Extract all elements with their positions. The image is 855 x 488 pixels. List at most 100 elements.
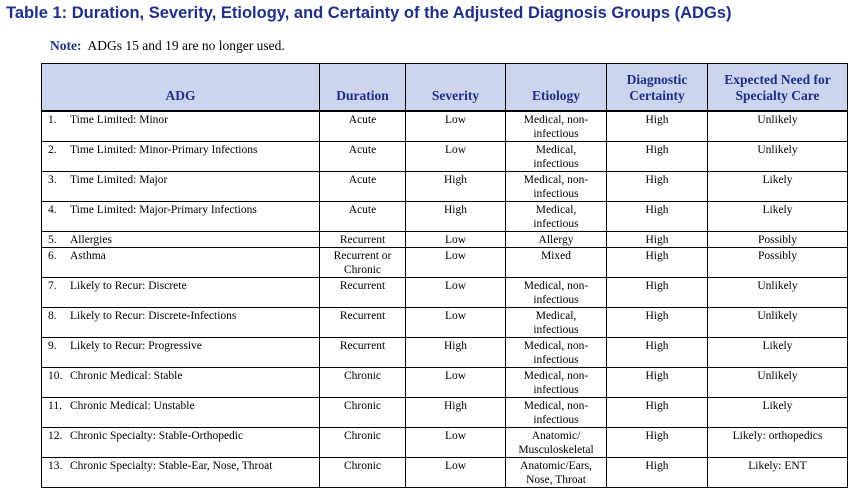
adg-name: Time Limited: Major xyxy=(70,173,168,186)
duration-value: Recurrent or xyxy=(333,249,392,262)
cell-specialty-need: Likely xyxy=(707,200,848,232)
cell-specialty-need: Likely xyxy=(707,170,848,202)
specialty-need-value: Unlikely xyxy=(757,143,798,156)
etiology-line2: infectious xyxy=(533,383,579,396)
cell-etiology: Medical, infectious xyxy=(505,306,607,338)
etiology-line1: Medical, xyxy=(535,203,577,216)
severity-value: Low xyxy=(444,279,467,292)
cell-specialty-need: Likely: orthopedics xyxy=(707,426,848,458)
severity-value: High xyxy=(444,173,467,186)
certainty-value: High xyxy=(645,429,669,442)
cell-severity: High xyxy=(405,336,506,368)
cell-severity: Low xyxy=(405,140,506,172)
etiology-line1: Medical, non- xyxy=(523,113,589,126)
cell-certainty: High xyxy=(606,336,708,368)
cell-certainty: High xyxy=(606,200,708,232)
cell-adg: 13. Chronic Specialty: Stable-Ear, Nose, … xyxy=(41,456,320,488)
cell-certainty: High xyxy=(606,170,708,202)
duration-value: Recurrent xyxy=(339,233,386,246)
etiology-line1: Medical, non- xyxy=(523,399,589,412)
adg-number: 12. xyxy=(48,429,63,442)
cell-certainty: High xyxy=(606,140,708,172)
cell-duration: Chronic xyxy=(319,396,406,428)
duration-value: Chronic xyxy=(343,399,382,412)
cell-duration: Chronic xyxy=(319,426,406,458)
cell-specialty-need: Unlikely xyxy=(707,306,848,338)
severity-value: Low xyxy=(444,113,467,126)
table-row: 1. Time Limited: Minor Acute Low Medical, no… xyxy=(41,110,848,142)
header-certainty-line2: Certainty xyxy=(629,87,685,103)
cell-specialty-need: Unlikely xyxy=(707,366,848,398)
specialty-need-value: Possibly xyxy=(758,249,797,262)
table-row: 12. Chronic Specialty: Stable-Orthopedic C… xyxy=(41,426,848,458)
cell-duration: Recurrent xyxy=(319,230,406,248)
etiology-line2: infectious xyxy=(533,217,579,230)
cell-adg: 4. Time Limited: Major-Primary Infections xyxy=(41,200,320,232)
cell-severity: Low xyxy=(405,276,506,308)
adg-name: Time Limited: Minor-Primary Infections xyxy=(70,143,258,156)
cell-specialty-need: Likely xyxy=(707,396,848,428)
cell-duration: Acute xyxy=(319,170,406,202)
duration-value: Recurrent xyxy=(339,339,386,352)
table-row: 5. Allergies Recurrent Low Allergy High Possib… xyxy=(41,230,848,248)
adg-name: Likely to Recur: Progressive xyxy=(70,339,202,352)
cell-severity: High xyxy=(405,170,506,202)
etiology-line1: Anatomic/ xyxy=(531,429,581,442)
table-row: 13. Chronic Specialty: Stable-Ear, Nose, … xyxy=(41,456,848,488)
table-row: 7. Likely to Recur: Discrete Recurrent Low M… xyxy=(41,276,848,308)
etiology-line2: infectious xyxy=(533,413,579,426)
severity-value: High xyxy=(444,203,467,216)
header-duration: Duration xyxy=(319,63,406,111)
duration-value: Recurrent xyxy=(339,279,386,292)
cell-etiology: Medical, infectious xyxy=(505,140,607,172)
cell-certainty: High xyxy=(606,276,708,308)
cell-etiology: Allergy xyxy=(505,230,607,248)
cell-specialty-need: Unlikely xyxy=(707,276,848,308)
header-adg: ADG xyxy=(41,63,320,112)
specialty-need-value: Likely xyxy=(762,339,793,352)
cell-duration: Chronic xyxy=(319,456,406,488)
duration-value: Acute xyxy=(348,113,377,126)
adg-name: Likely to Recur: Discrete xyxy=(70,279,187,292)
specialty-need-value: Likely xyxy=(762,203,793,216)
cell-severity: Low xyxy=(405,230,506,248)
severity-value: Low xyxy=(444,233,467,246)
etiology-line1: Medical, xyxy=(535,309,577,322)
adg-name: Time Limited: Major-Primary Infections xyxy=(70,203,257,216)
cell-etiology: Medical, infectious xyxy=(505,200,607,232)
specialty-need-value: Unlikely xyxy=(757,369,798,382)
note-text: ADGs 15 and 19 are no longer used. xyxy=(87,38,285,53)
cell-adg: 11. Chronic Medical: Unstable xyxy=(41,396,320,428)
cell-duration: Chronic xyxy=(319,366,406,398)
cell-certainty: High xyxy=(606,456,708,488)
cell-severity: Low xyxy=(405,456,506,488)
adg-name: Asthma xyxy=(70,249,106,262)
certainty-value: High xyxy=(645,173,669,186)
cell-etiology: Medical, non-infectious xyxy=(505,396,607,428)
severity-value: Low xyxy=(444,143,467,156)
certainty-value: High xyxy=(645,309,669,322)
specialty-need-value: Likely xyxy=(762,399,793,412)
etiology-line1: Medical, non- xyxy=(523,279,589,292)
adg-number: 7. xyxy=(48,279,57,292)
table-body: 1. Time Limited: Minor Acute Low Medical, no… xyxy=(41,110,848,488)
certainty-value: High xyxy=(645,233,669,246)
adg-number: 4. xyxy=(48,203,57,216)
cell-severity: High xyxy=(405,200,506,232)
duration-value: Chronic xyxy=(343,429,382,442)
specialty-need-value: Likely xyxy=(762,173,793,186)
etiology-line2: infectious xyxy=(533,293,579,306)
severity-value: High xyxy=(444,339,467,352)
adg-name: Chronic Medical: Stable xyxy=(70,369,183,382)
cell-specialty-need: Possibly xyxy=(707,230,848,248)
cell-etiology: Medical, non-infectious xyxy=(505,366,607,398)
severity-value: Low xyxy=(444,249,467,262)
table-row: 9. Likely to Recur: Progressive Recurrent H… xyxy=(41,336,848,368)
duration-value: Acute xyxy=(348,143,377,156)
etiology-line1: Allergy xyxy=(538,233,574,246)
etiology-line2: infectious xyxy=(533,127,579,140)
specialty-need-value: Likely: orthopedics xyxy=(732,429,823,442)
severity-value: Low xyxy=(444,309,467,322)
adg-number: 1. xyxy=(48,113,57,126)
etiology-line2: infectious xyxy=(533,187,579,200)
